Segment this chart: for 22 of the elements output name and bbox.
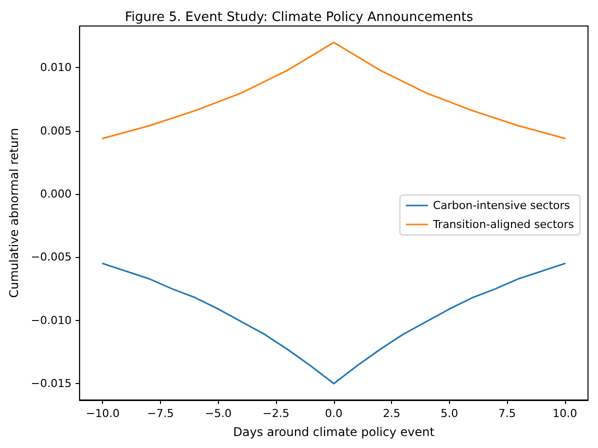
y-tick-label: −0.015 xyxy=(30,377,72,390)
x-tick-label: 0.0 xyxy=(325,407,343,420)
x-tick-label: −10.0 xyxy=(86,407,120,420)
y-tick-label: 0.005 xyxy=(40,124,72,138)
line-series xyxy=(102,42,566,140)
x-tick-label: 7.5 xyxy=(498,407,516,420)
line-series xyxy=(102,262,566,384)
x-tick-label: 10.0 xyxy=(552,407,578,420)
x-axis-title: Days around climate policy event xyxy=(233,425,435,439)
x-tick-label: −2.5 xyxy=(262,407,290,420)
legend-label: Transition-aligned sectors xyxy=(432,218,574,231)
chart-title: Figure 5. Event Study: Climate Policy Announcements xyxy=(124,10,474,25)
x-tick-label: 5.0 xyxy=(440,407,458,420)
y-tick-label: 0.000 xyxy=(40,188,72,201)
y-axis-title: Cumulative abnormal return xyxy=(7,128,21,298)
legend-label: Carbon-intensive sectors xyxy=(432,199,570,212)
y-tick-label: 0.010 xyxy=(40,61,72,74)
x-tick-label: 2.5 xyxy=(382,407,400,420)
x-tick-label: −5.0 xyxy=(204,407,232,420)
y-tick-label: −0.010 xyxy=(30,314,72,327)
y-tick-label: −0.005 xyxy=(30,250,72,264)
x-tick-label: −7.5 xyxy=(147,407,174,420)
